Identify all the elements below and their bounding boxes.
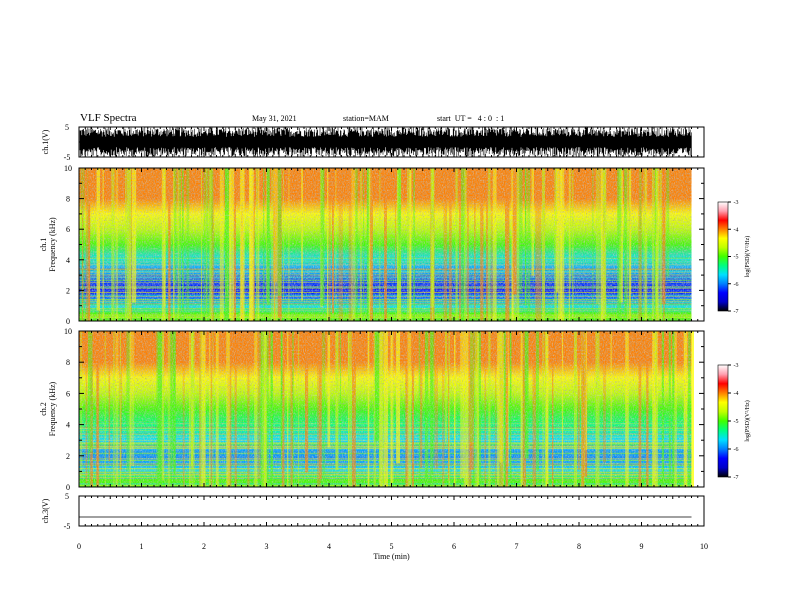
x-tick-label: 5 <box>390 542 394 551</box>
ch1-spectrogram-colorbar <box>717 201 729 312</box>
ch1-spectrogram-ytick-label: 10 <box>64 164 72 173</box>
x-tick-label: 1 <box>140 542 144 551</box>
station-label: station=MAM <box>343 114 389 123</box>
x-tick-label: 6 <box>452 542 456 551</box>
x-tick-label: 4 <box>327 542 331 551</box>
x-tick-label: 2 <box>202 542 206 551</box>
ch1-spectrogram-ytick-label: 4 <box>66 256 70 265</box>
x-tick-label: 10 <box>700 542 708 551</box>
ch2-spectrogram-ylabel: Frequency (kHz) <box>48 381 57 436</box>
ch1-ytick-label: 5 <box>65 123 69 132</box>
ch1-waveform-ylabel: ch.1(V) <box>41 129 50 154</box>
ch2-spectrogram-colorbar <box>717 364 729 478</box>
ch1-spectrogram-image <box>79 168 692 321</box>
ch2-spectrogram-colorbar-tick-label: -7 <box>734 475 739 481</box>
x-tick-label: 8 <box>577 542 581 551</box>
ch2-spectrogram-colorbar-tick-label: -5 <box>734 419 739 425</box>
date-label: May 31, 2021 <box>252 114 297 123</box>
ch2-spectrogram-ytick-label: 8 <box>66 358 70 367</box>
x-tick-label: 9 <box>640 542 644 551</box>
ch1-spectrogram-ylabel: Frequency (kHz) <box>48 217 57 272</box>
ch1-spectrogram-ytick-label: 0 <box>66 317 70 326</box>
x-tick-label: 7 <box>515 542 519 551</box>
ch3-ytick-label: -5 <box>64 522 71 531</box>
ch1-spectrogram-colorbar-tick-label: -6 <box>734 282 739 288</box>
ch1-spectrogram-panel: 0 2 4 6 8 10 ch.1 Frequency (kHz) <box>39 164 705 326</box>
ch2-spectrogram-ylabel-channel: ch.2 <box>39 402 48 416</box>
ch1-waveform-panel: 5 -5 ch.1(V) <box>41 123 705 162</box>
ch1-spectrogram-colorbar-tick-label: -3 <box>734 200 739 206</box>
ch2-spectrogram-ytick-label: 0 <box>66 483 70 492</box>
ch1-spectrogram-colorbar-label: log(PSD)(V²/Hz) <box>744 236 751 277</box>
colorbars: -3 -4 -5 -6 -7 log(PSD)(V²/Hz) -3 -4 -5 -6 -7 log(P… <box>717 200 751 481</box>
ch1-spectrogram-ytick-label: 2 <box>66 286 70 295</box>
ch2-spectrogram-panel: 0 2 4 6 8 10 ch.2 Frequency (kHz) <box>39 327 705 492</box>
ch2-spectrogram-ytick-label: 2 <box>66 452 70 461</box>
ch1-spectrogram-ylabel-channel: ch.1 <box>39 238 48 252</box>
ch2-spectrogram-ytick-label: 4 <box>66 421 70 430</box>
ch2-spectrogram-ytick-label: 6 <box>66 389 70 398</box>
ch2-spectrogram-colorbar-label: log(PSD)(V²/Hz) <box>744 400 751 441</box>
x-tick-label: 0 <box>77 542 81 551</box>
ch2-spectrogram-ytick-label: 10 <box>64 327 72 336</box>
ch3-waveform-ylabel: ch.3(V) <box>41 498 50 523</box>
ch2-spectrogram-burst <box>691 331 694 487</box>
ch2-spectrogram-colorbar-tick-label: -3 <box>734 363 739 369</box>
ch1-spectrogram-speckle <box>79 168 692 321</box>
ch1-ytick-label: -5 <box>64 153 71 162</box>
ch1-spectrogram-ytick-label: 6 <box>66 225 70 234</box>
ch2-spectrogram-speckle <box>79 331 692 487</box>
ch1-spectrogram-colorbar-tick-label: -7 <box>734 309 739 315</box>
x-tick-label: 3 <box>265 542 269 551</box>
ch2-spectrogram-colorbar-tick-label: -6 <box>734 447 739 453</box>
ch3-ytick-label: 5 <box>65 492 69 501</box>
ch1-spectrogram-ytick-label: 8 <box>66 195 70 204</box>
ch1-spectrogram-colorbar-tick-label: -5 <box>734 255 739 261</box>
ch3-waveform-frame <box>78 495 705 527</box>
time-x-axis: 0 1 2 3 4 5 6 7 8 9 10 Time (min) <box>77 542 708 561</box>
ch2-spectrogram-image <box>79 331 694 487</box>
ch1-spectrogram-colorbar-tick-label: -4 <box>734 227 739 233</box>
ch3-waveform-panel: 5 -5 ch.3(V) <box>41 492 705 531</box>
ch2-spectrogram-colorbar-tick-label: -4 <box>734 391 739 397</box>
x-axis-label: Time (min) <box>373 552 410 561</box>
start-time-label: start UT = 4 : 0 : 1 <box>437 114 505 123</box>
figure-title: VLF Spectra <box>80 112 137 124</box>
ch1-waveform-trace <box>79 127 692 157</box>
